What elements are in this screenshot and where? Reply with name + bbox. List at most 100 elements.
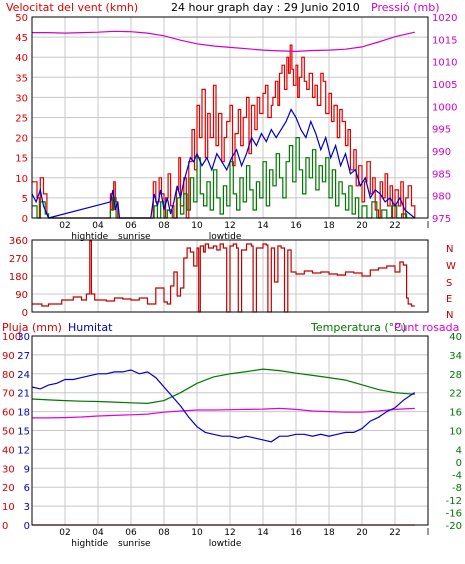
rain-tick-label: 12: [17, 445, 30, 456]
left-y-tick-label: 50: [15, 13, 28, 24]
humidity-line: [31, 369, 416, 443]
left-y-tick-label: 30: [15, 93, 28, 104]
humidity-tick-label: 70: [2, 389, 15, 400]
x-tick-label: 10: [191, 221, 203, 231]
event-label: sunrise: [118, 232, 151, 242]
left-y-tick-label: 40: [15, 53, 28, 64]
direction-letter: N: [446, 310, 453, 321]
right-y-tick-label: 975: [432, 214, 451, 225]
left-y-tick-label: 25: [15, 114, 28, 125]
wind-average-line: [31, 108, 416, 219]
humidity-tick-label: 60: [2, 408, 15, 419]
humidity-label: Humitat: [68, 321, 113, 334]
event-label: sunrise: [118, 539, 151, 549]
x-tick-label: 10: [191, 528, 203, 538]
x-tick-label: 08: [158, 221, 170, 231]
right-y-tick-label: 985: [432, 169, 451, 180]
dewpoint-line: [32, 407, 415, 419]
temperature-tick-label: 0: [456, 458, 462, 469]
wind-speed-label: Velocitat del vent (kmh): [6, 1, 138, 14]
x-tick-label: l: [427, 221, 430, 231]
temperature-tick-label: 10: [449, 427, 462, 438]
left-y-tick-label: 15: [15, 154, 28, 165]
x-tick-label: 04: [92, 528, 104, 538]
x-tick-label: 18: [323, 221, 335, 231]
rain-tick-label: 18: [17, 408, 30, 419]
temperature-tick-label: -4: [452, 471, 462, 482]
wind-gust-line: [32, 44, 416, 219]
x-tick-label: 06: [125, 221, 137, 231]
direction-letter: S: [446, 278, 452, 289]
right-y-tick-label: 1005: [432, 80, 457, 91]
right-y-tick-label: 990: [432, 147, 451, 158]
rain-tick-label: 3: [24, 502, 30, 513]
pressure-line: [32, 30, 415, 53]
direction-chart-axes: 0 90 180 270 360: [9, 236, 429, 319]
x-tick-label: 22: [389, 221, 400, 231]
humidity-tick-label: 30: [2, 464, 15, 475]
x-tick-label: 20: [356, 221, 368, 231]
x-tick-label: 12: [224, 221, 235, 231]
humidity-tick-label: 100: [2, 332, 21, 343]
direction-letter: N: [446, 244, 453, 255]
x-tick-label: 02: [59, 528, 70, 538]
right-y-tick-label: 1020: [432, 13, 457, 24]
event-label: hightide: [71, 539, 108, 549]
event-label: hightide: [71, 232, 108, 242]
rain-label: Pluja (mm): [2, 321, 62, 334]
temperature-tick-label: -8: [452, 483, 462, 494]
direction-letter: E: [446, 294, 452, 305]
rain-tick-label: 0: [24, 521, 30, 532]
plot-frame: [31, 16, 429, 219]
humidity-tick-label: 80: [2, 370, 15, 381]
humidity-tick-label: 40: [2, 445, 15, 456]
direction-tick-label: 180: [9, 272, 28, 283]
right-y-tick-label: 1015: [432, 35, 457, 46]
right-y-tick-label: 1010: [432, 58, 457, 69]
graph-title: 24 hour graph day : 29 Junio 2010: [171, 1, 360, 14]
left-y-tick-label: 45: [15, 33, 28, 44]
rain-tick-label: 6: [24, 483, 30, 494]
temperature-tick-label: 22: [449, 389, 462, 400]
plot-frame: [31, 335, 429, 526]
dewpoint-label: Punt rosada: [394, 321, 459, 334]
rain-tick-label: 15: [17, 427, 30, 438]
right-y-tick-label: 980: [432, 192, 451, 203]
x-tick-label: 16: [290, 528, 302, 538]
rain-tick-label: 30: [17, 332, 30, 343]
humidity-tick-label: 50: [2, 427, 15, 438]
climate-chart-axes: 0102030405060708090100036912151821242730…: [2, 332, 462, 549]
x-tick-label: l: [427, 528, 430, 538]
left-y-tick-label: 35: [15, 73, 28, 84]
humidity-tick-label: 0: [2, 521, 8, 532]
direction-tick-label: 360: [9, 236, 28, 247]
x-tick-label: 14: [257, 528, 269, 538]
right-y-tick-label: 1000: [432, 102, 457, 113]
plot-frame: [31, 239, 429, 313]
left-y-tick-label: 20: [15, 134, 28, 145]
wind-chart-series: [31, 30, 416, 219]
direction-letter: W: [446, 261, 456, 272]
humidity-tick-label: 10: [2, 502, 15, 513]
temperature-tick-label: -20: [446, 521, 462, 532]
humidity-tick-label: 90: [2, 351, 15, 362]
x-tick-label: 12: [224, 528, 235, 538]
x-tick-label: 08: [158, 528, 170, 538]
temperature-tick-label: 28: [449, 370, 462, 381]
direction-tick-label: 270: [9, 254, 28, 265]
x-tick-label: 14: [257, 221, 269, 231]
wind-chart-axes: 0510152025303540455097598098599099510001…: [15, 13, 457, 242]
right-y-tick-label: 995: [432, 125, 451, 136]
event-label: lowtide: [209, 539, 242, 549]
temperature-line: [31, 368, 415, 405]
humidity-tick-label: 20: [2, 483, 15, 494]
direction-tick-label: 90: [15, 290, 28, 301]
x-tick-label: 20: [356, 528, 368, 538]
left-y-tick-label: 5: [22, 194, 28, 205]
rain-tick-label: 21: [17, 389, 30, 400]
x-tick-label: 16: [290, 221, 302, 231]
temperature-tick-label: 4: [456, 445, 462, 456]
temperature-tick-label: 40: [449, 332, 462, 343]
